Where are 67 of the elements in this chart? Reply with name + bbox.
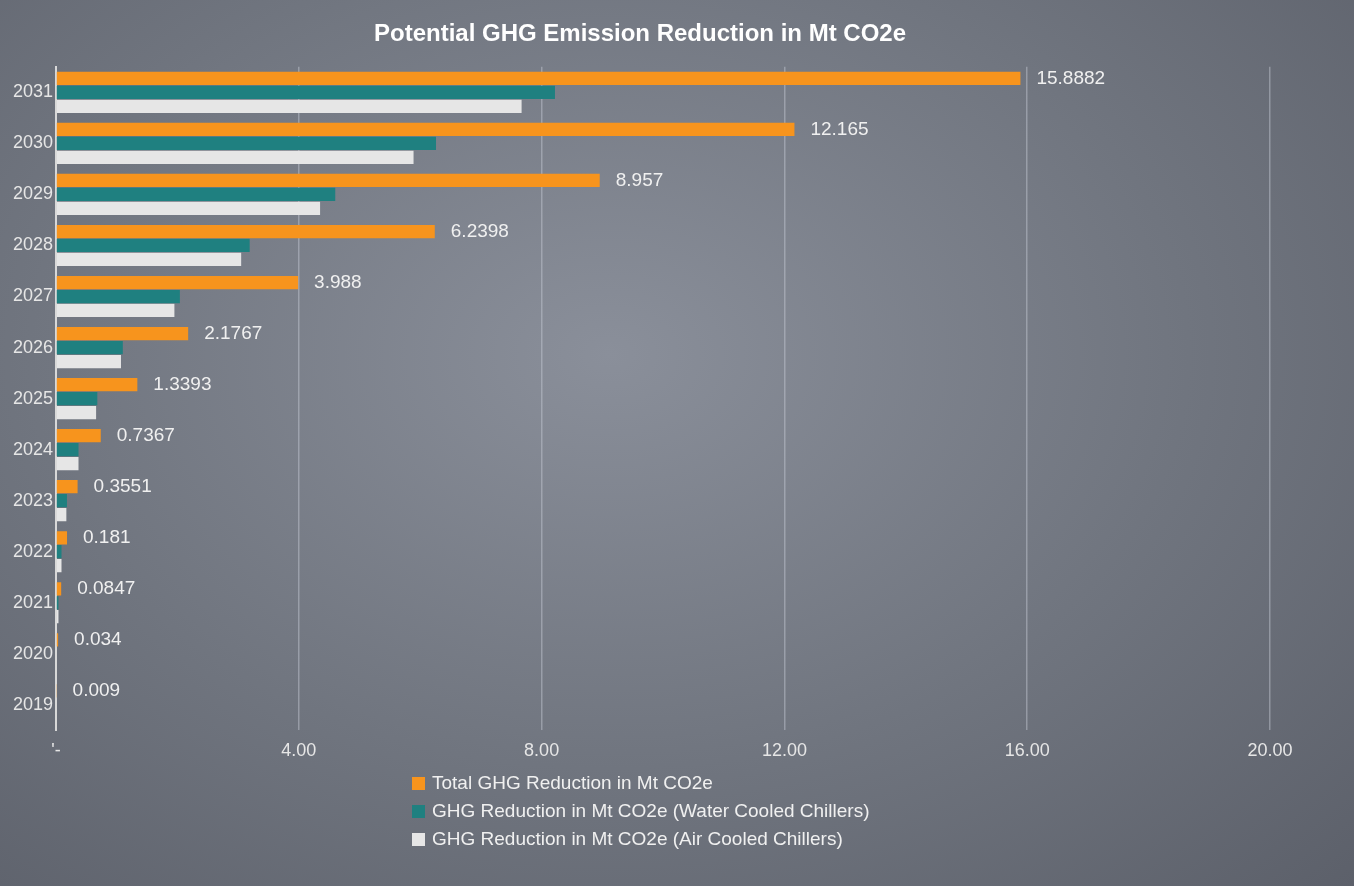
bar — [56, 494, 67, 508]
bar — [56, 326, 189, 341]
x-tick-label: '- — [51, 740, 61, 761]
data-label: 8.957 — [615, 168, 664, 190]
y-tick-label: 2027 — [13, 285, 54, 306]
y-tick-label: 2031 — [13, 81, 54, 102]
x-tick-label: 12.00 — [761, 740, 807, 761]
bar — [56, 354, 121, 369]
bar — [56, 559, 62, 573]
legend-label: Total GHG Reduction in Mt CO2e — [432, 772, 713, 794]
bar — [56, 275, 299, 290]
y-tick-label: 2021 — [13, 591, 54, 612]
data-label: 12.165 — [810, 117, 869, 139]
bar — [56, 480, 78, 494]
data-label: 0.3551 — [93, 474, 152, 496]
data-label: 15.8882 — [1036, 66, 1106, 88]
bar — [56, 201, 321, 215]
bar — [56, 582, 62, 596]
bar — [56, 378, 138, 392]
bar — [56, 85, 555, 99]
x-tick-label: 8.00 — [524, 740, 560, 761]
x-tick-label: 16.00 — [1004, 740, 1050, 761]
bar — [56, 545, 62, 559]
y-tick-label: 2028 — [13, 234, 54, 255]
bar — [56, 252, 242, 267]
bar — [56, 122, 795, 137]
legend-label: GHG Reduction in Mt CO2e (Air Cooled Chillers) — [432, 828, 843, 850]
bar — [56, 99, 522, 113]
y-tick-label: 2019 — [13, 693, 54, 714]
data-label: 0.009 — [72, 679, 121, 701]
bar — [56, 429, 101, 443]
data-label: 2.1767 — [204, 321, 263, 343]
y-tick-label: 2022 — [13, 540, 54, 561]
bar — [56, 405, 97, 420]
bar — [56, 187, 336, 202]
bar — [56, 531, 68, 545]
data-label: 0.034 — [74, 628, 123, 650]
data-label: 3.988 — [314, 270, 362, 292]
y-tick-label: 2030 — [13, 132, 54, 153]
bar — [56, 303, 175, 318]
data-label: 1.3393 — [153, 372, 212, 394]
y-tick-label: 2029 — [13, 183, 54, 204]
y-tick-label: 2024 — [13, 438, 54, 459]
bar — [56, 508, 67, 522]
legend-label: GHG Reduction in Mt CO2e (Water Cooled Chillers) — [432, 800, 870, 822]
y-tick-label: 2020 — [13, 642, 54, 663]
bar — [56, 150, 414, 164]
bar — [56, 456, 79, 471]
bar — [56, 238, 250, 253]
y-tick-label: 2025 — [13, 387, 54, 408]
bar — [56, 443, 79, 457]
bar — [56, 136, 437, 150]
bar — [56, 340, 123, 355]
x-tick-label: 20.00 — [1247, 740, 1293, 761]
bar — [56, 71, 1021, 85]
y-tick-label: 2026 — [13, 336, 54, 357]
bar — [56, 391, 98, 406]
bar — [56, 224, 435, 239]
bar — [56, 173, 600, 188]
y-tick-label: 2023 — [13, 489, 54, 510]
data-label: 0.7367 — [116, 423, 175, 445]
x-tick-label: 4.00 — [281, 740, 317, 761]
data-label: 0.181 — [83, 526, 131, 548]
bar — [56, 289, 180, 304]
chart-title: Potential GHG Emission Reduction in Mt CO2e — [373, 19, 907, 47]
data-label: 0.0847 — [77, 577, 136, 599]
data-label: 6.2398 — [450, 219, 509, 241]
